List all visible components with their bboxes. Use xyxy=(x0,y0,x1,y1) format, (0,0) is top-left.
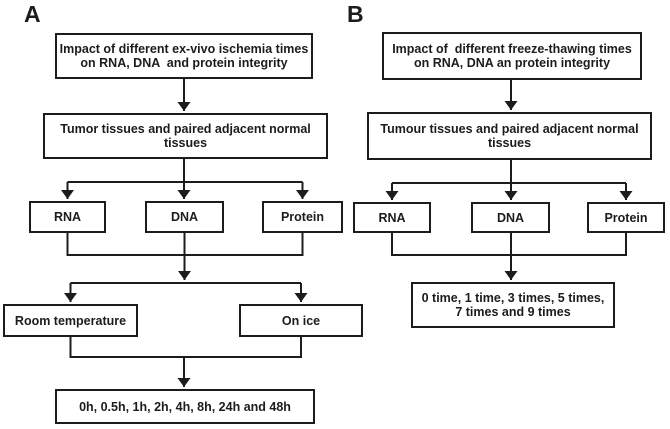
box-b-timepoints-line1: 0 time, 1 time, 3 times, 5 times, xyxy=(421,291,605,305)
box-a-tissues-line1: Tumor tissues and paired adjacent normal xyxy=(60,122,311,136)
box-a-timepoints: 0h, 0.5h, 1h, 2h, 4h, 8h, 24h and 48h xyxy=(55,389,315,424)
box-a-objective: Impact of different ex-vivo ischemia tim… xyxy=(55,33,313,79)
box-b-tissues-line2: tissues xyxy=(487,136,532,150)
box-b-rna-label: RNA xyxy=(378,210,406,225)
box-a-objective-line1: Impact of different ex-vivo ischemia tim… xyxy=(59,42,309,56)
box-a-room-temperature-label: Room temperature xyxy=(14,313,127,328)
connector xyxy=(391,233,627,256)
box-b-protein: Protein xyxy=(587,202,665,233)
box-a-dna-label: DNA xyxy=(170,210,199,224)
box-b-dna: DNA xyxy=(471,202,550,233)
box-b-timepoints: 0 time, 1 time, 3 times, 5 times, 7 time… xyxy=(411,282,615,328)
box-a-on-ice-label: On ice xyxy=(281,313,321,328)
box-a-protein: Protein xyxy=(262,201,343,233)
box-b-objective: Impact of different freeze-thawing times… xyxy=(382,32,642,80)
box-a-rna-label: RNA xyxy=(53,210,82,224)
box-a-dna: DNA xyxy=(145,201,224,233)
panel-b-label: B xyxy=(347,1,365,27)
box-a-objective-line2: on RNA, DNA and protein integrity xyxy=(80,56,288,70)
connector xyxy=(69,337,302,358)
box-b-tissues-line1: Tumour tissues and paired adjacent norma… xyxy=(380,122,639,136)
box-a-tissues-line2: tissues xyxy=(163,136,208,150)
box-a-tissues: Tumor tissues and paired adjacent normal… xyxy=(43,113,328,159)
box-a-room-temperature: Room temperature xyxy=(3,304,138,337)
box-a-on-ice: On ice xyxy=(239,304,363,337)
box-b-objective-line2: on RNA, DNA an protein integrity xyxy=(413,56,611,70)
box-a-rna: RNA xyxy=(29,201,106,233)
box-a-protein-label: Protein xyxy=(280,210,325,224)
box-b-tissues: Tumour tissues and paired adjacent norma… xyxy=(367,112,652,160)
box-b-protein-label: Protein xyxy=(604,210,648,225)
box-b-timepoints-line2: 7 times and 9 times xyxy=(455,305,571,319)
box-b-rna: RNA xyxy=(353,202,431,233)
box-b-objective-line1: Impact of different freeze-thawing times xyxy=(392,42,632,56)
box-b-dna-label: DNA xyxy=(496,210,525,225)
panel-a-label: A xyxy=(24,1,42,27)
box-a-timepoints-label: 0h, 0.5h, 1h, 2h, 4h, 8h, 24h and 48h xyxy=(79,399,291,414)
